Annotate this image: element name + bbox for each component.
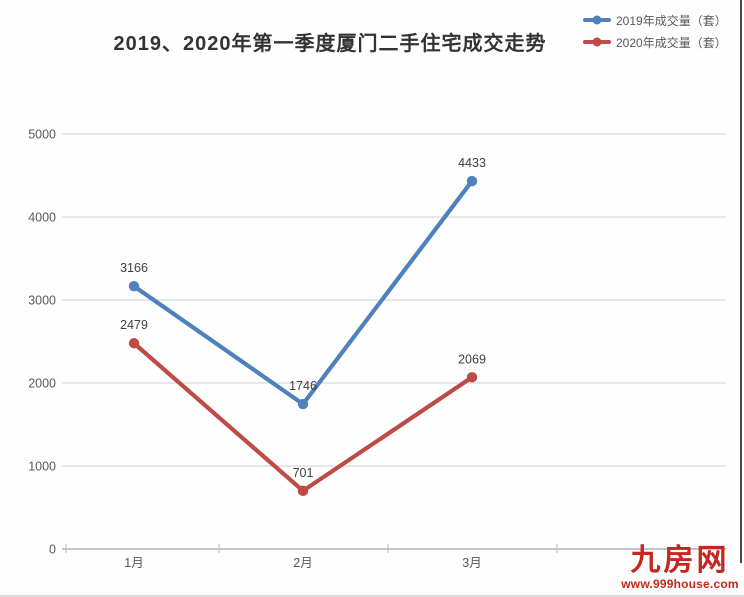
legend: 2019年成交量（套） 2020年成交量（套） <box>583 9 727 53</box>
y-axis-tick-label: 2000 <box>28 377 56 391</box>
y-axis-tick-label: 4000 <box>28 211 56 225</box>
data-label: 2069 <box>458 352 486 366</box>
data-label: 4433 <box>458 156 486 170</box>
data-point-marker <box>128 281 140 292</box>
legend-dot-red-icon <box>592 37 602 47</box>
series-line <box>131 178 475 407</box>
data-point-marker <box>466 175 478 187</box>
y-axis-tick-label: 5000 <box>28 128 56 142</box>
legend-label-2019: 2019年成交量（套） <box>616 13 727 28</box>
x-axis-tick-label: 3月 <box>462 556 481 570</box>
x-axis-tick-label: 1月 <box>124 556 143 570</box>
screenshot-right-border <box>740 0 742 563</box>
data-label: 701 <box>293 466 314 480</box>
data-point-marker <box>466 372 478 383</box>
legend-dot-blue-icon <box>592 15 602 25</box>
data-point-marker <box>297 485 309 497</box>
data-point-marker <box>128 338 140 349</box>
data-label: 3166 <box>120 261 148 275</box>
y-axis-tick-label: 0 <box>49 543 56 557</box>
data-label: 2479 <box>120 318 148 332</box>
legend-line-marker-blue-icon <box>583 15 611 25</box>
site-logo: 九房网 www.999house.com <box>620 544 740 591</box>
data-label: 1746 <box>289 379 317 393</box>
y-axis-tick-label: 1000 <box>28 460 56 474</box>
y-axis-tick-label: 3000 <box>28 294 56 308</box>
legend-item-2020: 2020年成交量（套） <box>583 31 727 53</box>
data-point-marker <box>297 398 309 410</box>
site-logo-url: www.999house.com <box>621 577 739 591</box>
x-axis-tick-label: 2月 <box>293 556 312 570</box>
legend-label-2020: 2020年成交量（套） <box>616 35 727 50</box>
chart-title: 2019、2020年第一季度厦门二手住宅成交走势 <box>113 33 547 55</box>
site-logo-text: 九房网 <box>630 544 730 577</box>
screenshot-bottom-border <box>0 595 744 597</box>
legend-line-marker-red-icon <box>583 37 611 47</box>
legend-item-2019: 2019年成交量（套） <box>583 9 727 31</box>
